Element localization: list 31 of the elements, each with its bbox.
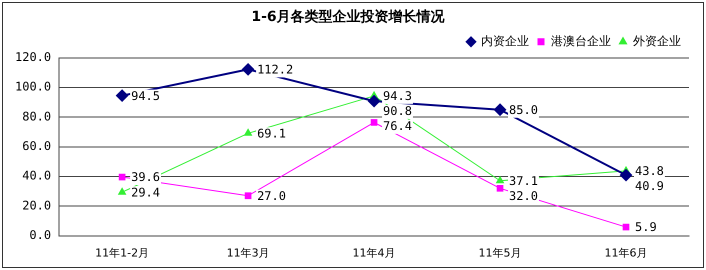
x-tick-label: 11年5月: [478, 246, 522, 260]
y-tick-label: 80.0: [22, 109, 52, 124]
data-label: 43.8: [635, 164, 664, 178]
chart-title: 1-6月各类型企业投资增长情况: [251, 9, 446, 26]
data-label: 27.0: [257, 188, 286, 203]
y-tick-label: 60.0: [22, 138, 52, 153]
x-tick-label: 11年3月: [226, 246, 270, 260]
y-tick-label: 100.0: [15, 80, 52, 94]
legend-label: 外资企业: [633, 34, 681, 48]
y-tick-label: 40.0: [22, 168, 52, 183]
data-label: 40.9: [635, 178, 664, 193]
y-tick-label: 20.0: [22, 198, 52, 212]
data-label: 32.0: [509, 188, 538, 203]
data-label: 76.4: [383, 119, 412, 134]
legend-label: 内资企业: [481, 34, 529, 48]
x-tick-label: 11年4月: [352, 246, 396, 260]
data-label: 112.2: [257, 62, 294, 76]
x-tick-label: 11年6月: [604, 246, 648, 260]
data-label: 29.4: [131, 185, 160, 200]
data-label: 5.9: [635, 220, 657, 234]
data-label: 69.1: [257, 126, 286, 140]
data-label: 90.8: [383, 104, 412, 118]
y-tick-label: 120.0: [15, 50, 52, 64]
data-label: 94.5: [131, 88, 160, 103]
data-label: 85.0: [509, 102, 538, 117]
legend-label: 港澳台企业: [551, 34, 611, 48]
data-label: 39.6: [131, 170, 160, 184]
data-label: 37.1: [509, 174, 538, 188]
x-tick-label: 11年1-2月: [95, 246, 150, 260]
y-tick-label: 0.0: [29, 228, 52, 242]
data-label: 94.3: [383, 89, 412, 104]
